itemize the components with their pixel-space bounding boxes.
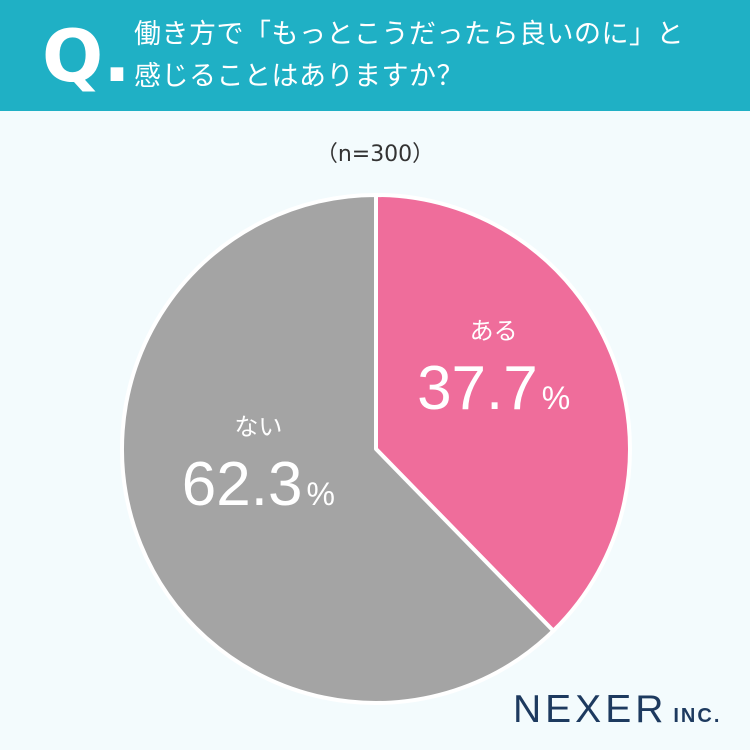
- pie-slice-value-1: 62.3%: [182, 450, 335, 519]
- pie-slice-value-number-0: 37.7: [417, 354, 538, 423]
- question-mark: Q.: [42, 14, 131, 98]
- pie-slice-1: [120, 193, 556, 705]
- logo-main: NEXER: [513, 688, 668, 731]
- question-title: 働き方で「もっとこうだったら良いのに」と 感じることはありますか？: [134, 14, 734, 98]
- sample-size: （n=300）: [315, 142, 435, 167]
- logo-sub: INC.: [673, 705, 722, 727]
- pie-slice-0: [374, 193, 632, 633]
- question-title-line-1: 働き方で「もっとこうだったら良いのに」と: [134, 19, 684, 50]
- question-header: Q. 働き方で「もっとこうだったら良いのに」と 感じることはありますか？: [0, 0, 750, 111]
- company-logo: NEXER INC.: [513, 688, 721, 732]
- pie-slice-value-unit-0: %: [542, 380, 570, 416]
- pie-slice-label-1: ない: [234, 413, 282, 441]
- pie-slice-label-0: ある: [470, 317, 518, 345]
- pie-slice-value-unit-1: %: [306, 476, 334, 512]
- pie-slice-value-number-1: 62.3: [182, 450, 303, 519]
- question-title-line-2: 感じることはありますか？: [134, 61, 464, 92]
- pie-slice-value-0: 37.7%: [417, 354, 570, 423]
